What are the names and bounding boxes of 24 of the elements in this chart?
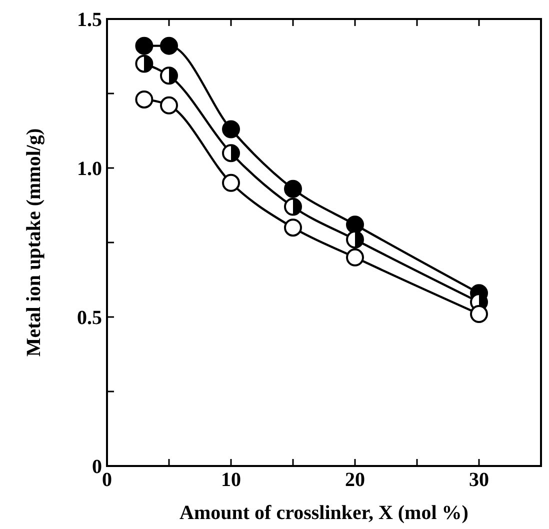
point bbox=[346, 230, 364, 249]
point bbox=[346, 216, 364, 234]
point bbox=[284, 180, 302, 198]
x-tick-label: 30 bbox=[469, 469, 489, 491]
point bbox=[222, 174, 240, 192]
point bbox=[346, 248, 364, 266]
point bbox=[160, 36, 178, 55]
point bbox=[160, 66, 178, 85]
y-tick-label: 0.5 bbox=[77, 307, 102, 329]
x-tick-label: 10 bbox=[221, 469, 241, 491]
point bbox=[222, 144, 240, 162]
y-axis-title: Metal ion uptake (mmol/g) bbox=[23, 128, 45, 357]
point bbox=[135, 36, 154, 55]
point bbox=[160, 96, 178, 114]
point bbox=[222, 120, 240, 138]
point bbox=[284, 198, 302, 216]
text: 1.0 bbox=[77, 158, 102, 180]
point bbox=[284, 218, 302, 237]
x-tick-label: 20 bbox=[345, 469, 365, 491]
y-tick-label: 1.5 bbox=[77, 9, 102, 31]
point bbox=[135, 54, 154, 73]
point bbox=[135, 90, 154, 108]
point bbox=[470, 305, 488, 324]
x-axis-title: Amount of crosslinker, X (mol %) bbox=[180, 502, 468, 524]
